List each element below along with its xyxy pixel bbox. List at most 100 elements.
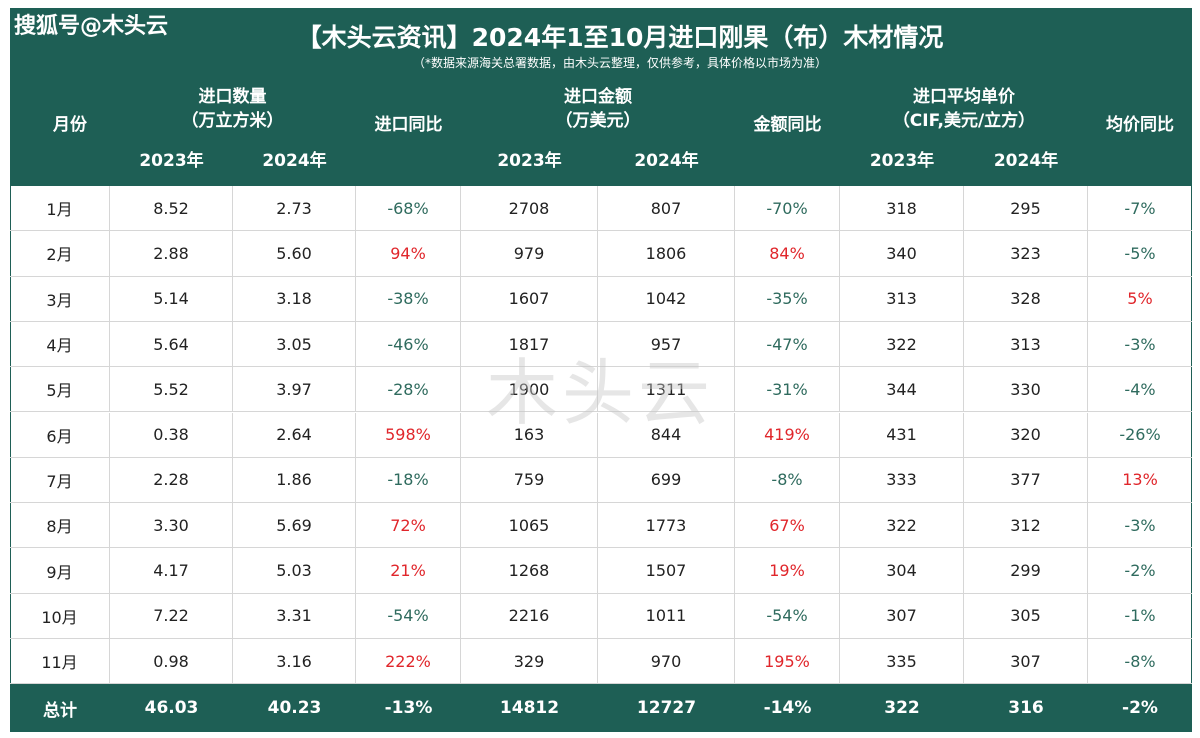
amount-yoy-cell: -8%: [735, 457, 840, 503]
price-yoy-cell: -26%: [1119, 425, 1161, 445]
amount-yoy-cell: -35%: [735, 276, 840, 321]
amount-2024-cell: 957: [598, 321, 735, 367]
table-row: 3月 5.14 3.18 -38% 1607 1042 -35% 313 328 5%: [10, 276, 1192, 322]
qty-2024-cell: 1.86: [233, 457, 356, 503]
total-qty-2024: 40.23: [267, 698, 322, 718]
price-2023-cell: 322: [840, 503, 964, 548]
price-2024-cell: 377: [964, 457, 1088, 503]
header-amount-yoy: 金额同比: [753, 115, 822, 135]
price-2023-cell: 313: [840, 276, 964, 321]
qty-2024-cell: 3.97: [233, 367, 356, 412]
price-2024-cell: 313: [964, 321, 1088, 367]
total-price-yoy: -2%: [1122, 698, 1158, 718]
month-cell: 8月: [10, 503, 110, 548]
sohu-watermark: 搜狐号@木头云: [14, 14, 169, 39]
header-price-2024: 2024年: [993, 151, 1059, 171]
price-yoy-cell: -2%: [1124, 561, 1156, 581]
qty-2024-cell: 2.64: [233, 412, 356, 457]
amount-yoy-cell: 84%: [735, 231, 840, 276]
header-price-group: 进口平均单价: [913, 87, 1015, 107]
price-2023-cell: 335: [840, 639, 964, 684]
amount-2024-cell: 1311: [598, 367, 735, 412]
qty-2023-cell: 0.38: [110, 412, 233, 457]
qty-2024-cell: 3.05: [233, 321, 356, 367]
qty-yoy-cell: 72%: [356, 503, 461, 548]
table-row: 10月 7.22 3.31 -54% 2216 1011 -54% 307 305 -1%: [10, 593, 1192, 639]
amount-yoy-cell: -47%: [735, 321, 840, 367]
total-amount-yoy: -14%: [763, 698, 812, 718]
price-yoy-cell: -4%: [1124, 379, 1156, 399]
qty-2024-cell: 3.31: [233, 593, 356, 638]
amount-yoy-cell: -70%: [735, 186, 840, 231]
amount-yoy-cell: 67%: [735, 503, 840, 548]
header-price-2023: 2023年: [869, 151, 935, 171]
table-row: 4月 5.64 3.05 -46% 1817 957 -47% 322 313 -3%: [10, 321, 1192, 368]
total-amount-2024: 12727: [636, 698, 697, 718]
month-cell: 7月: [10, 457, 110, 503]
total-qty-yoy: -13%: [384, 698, 433, 718]
price-2023-cell: 322: [840, 321, 964, 367]
qty-yoy-cell: -68%: [356, 186, 461, 231]
table-row: 7月 2.28 1.86 -18% 759 699 -8% 333 377 13%: [10, 457, 1192, 504]
header-qty-2024: 2024年: [262, 151, 327, 171]
header-amount-2024: 2024年: [634, 151, 699, 171]
price-2024-cell: 330: [964, 367, 1088, 412]
month-cell: 11月: [10, 639, 110, 684]
table-header: 【木头云资讯】2024年1至10月进口刚果（布）木材情况 （*数据来源海关总署数…: [10, 8, 1192, 186]
price-2024-cell: 312: [964, 503, 1088, 548]
qty-yoy-cell: 222%: [356, 639, 461, 684]
qty-2023-cell: 3.30: [110, 503, 233, 548]
month-cell: 4月: [10, 321, 110, 367]
amount-2023-cell: 1268: [461, 548, 598, 593]
price-2024-cell: 305: [964, 593, 1088, 638]
price-yoy-cell: -5%: [1124, 243, 1156, 263]
amount-2024-cell: 844: [598, 412, 735, 457]
amount-2023-cell: 979: [461, 231, 598, 276]
price-2024-cell: 323: [964, 231, 1088, 276]
header-price-yoy: 均价同比: [1106, 115, 1174, 135]
price-yoy-cell: -3%: [1124, 334, 1156, 354]
table-row: 1月 8.52 2.73 -68% 2708 807 -70% 318 295 -7%: [10, 186, 1192, 232]
total-qty-2023: 46.03: [144, 698, 199, 718]
amount-2023-cell: 1607: [461, 276, 598, 321]
header-amount-group: 进口金额: [564, 87, 632, 107]
amount-yoy-cell: 19%: [735, 548, 840, 593]
month-cell: 9月: [10, 548, 110, 593]
table-row: 6月 0.38 2.64 598% 163 844 419% 431 320 -26%: [10, 412, 1192, 458]
qty-2023-cell: 2.28: [110, 457, 233, 503]
total-price-2023: 322: [884, 698, 920, 718]
qty-2023-cell: 0.98: [110, 639, 233, 684]
total-amount-2023: 14812: [499, 698, 560, 718]
price-yoy-cell: -7%: [1124, 198, 1156, 218]
price-2023-cell: 340: [840, 231, 964, 276]
amount-2023-cell: 2708: [461, 186, 598, 231]
data-source-note: （*数据来源海关总署数据，由木头云整理，仅供参考，具体价格以市场为准）: [412, 56, 827, 70]
amount-2023-cell: 1065: [461, 503, 598, 548]
amount-2024-cell: 1806: [598, 231, 735, 276]
amount-yoy-cell: 195%: [735, 639, 840, 684]
qty-2024-cell: 3.18: [233, 276, 356, 321]
month-cell: 1月: [10, 186, 110, 231]
amount-2024-cell: 807: [598, 186, 735, 231]
header-qty-unit: （万立方米）: [181, 111, 284, 131]
qty-2024-cell: 3.16: [233, 639, 356, 684]
table-row: 2月 2.88 5.60 94% 979 1806 84% 340 323 -5%: [10, 231, 1192, 277]
header-amount-unit: （万美元）: [555, 111, 641, 131]
amount-2023-cell: 1900: [461, 367, 598, 412]
month-cell: 3月: [10, 276, 110, 321]
price-2023-cell: 344: [840, 367, 964, 412]
header-qty-group: 进口数量: [198, 87, 267, 107]
month-cell: 10月: [10, 593, 110, 638]
header-amount-2023: 2023年: [497, 151, 562, 171]
price-yoy-cell: 5%: [1127, 289, 1153, 309]
price-2023-cell: 307: [840, 593, 964, 638]
header-qty-2023: 2023年: [139, 151, 204, 171]
qty-yoy-cell: -18%: [356, 457, 461, 503]
qty-2023-cell: 7.22: [110, 593, 233, 638]
price-2023-cell: 431: [840, 412, 964, 457]
amount-2023-cell: 329: [461, 639, 598, 684]
qty-2024-cell: 2.73: [233, 186, 356, 231]
price-2023-cell: 318: [840, 186, 964, 231]
amount-2024-cell: 1773: [598, 503, 735, 548]
qty-yoy-cell: -28%: [356, 367, 461, 412]
